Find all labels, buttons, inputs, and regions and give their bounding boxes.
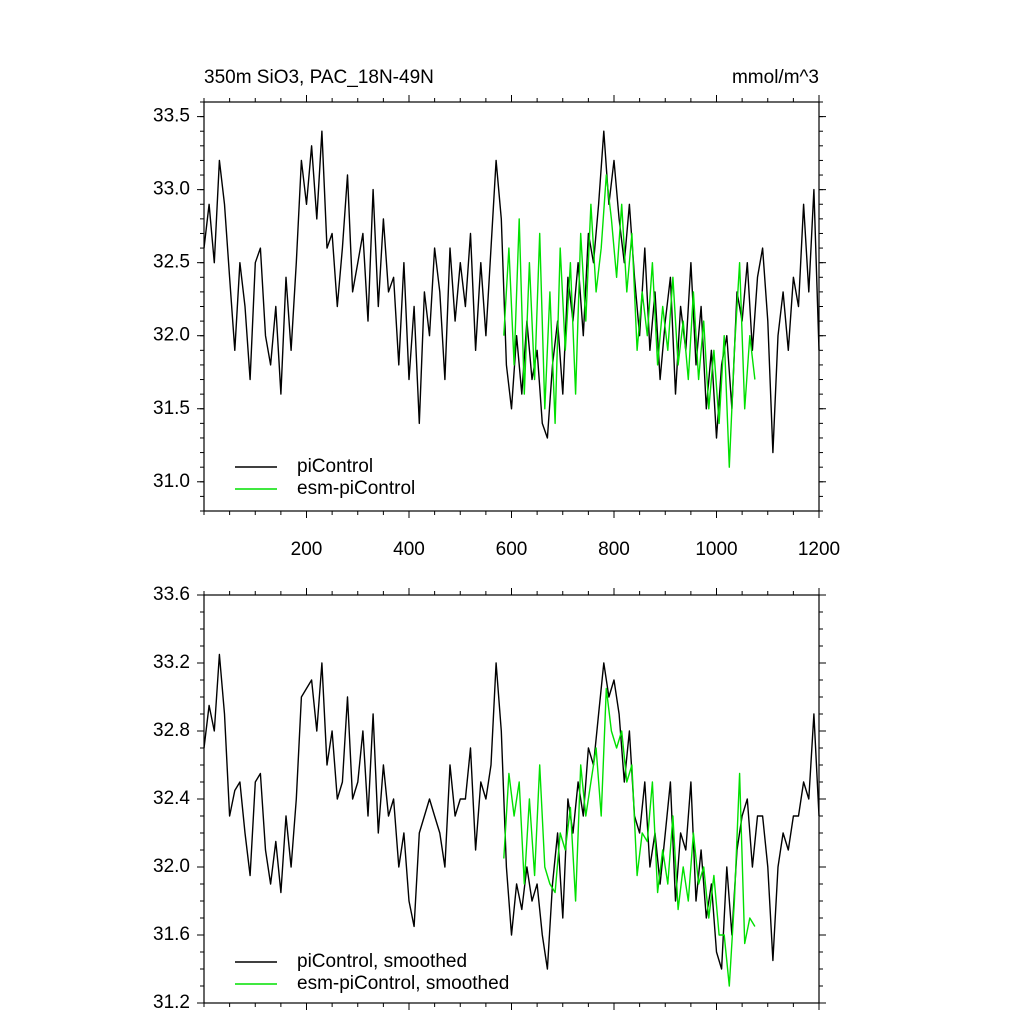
- y-tick-label: 33.2: [153, 652, 190, 673]
- series-line: [203, 653, 820, 970]
- series-line: [503, 687, 756, 987]
- units-label: mmol/m^3: [732, 67, 819, 88]
- y-tick-label: 33.6: [153, 584, 190, 605]
- x-tick-label: 800: [598, 539, 630, 560]
- y-tick-label: 31.5: [153, 398, 190, 419]
- chart-title: 350m SiO3, PAC_18N-49N: [204, 67, 434, 88]
- y-tick-label: 32.0: [153, 856, 190, 877]
- y-tick-label: 32.0: [153, 325, 190, 346]
- y-tick-label: 31.6: [153, 924, 190, 945]
- series-line: [503, 174, 756, 468]
- y-tick-label: 31.0: [153, 471, 190, 492]
- x-tick-label: 600: [496, 539, 528, 560]
- legend-label: piControl: [297, 456, 373, 477]
- legend-label: piControl, smoothed: [297, 951, 467, 972]
- y-tick-label: 33.0: [153, 179, 190, 200]
- legend-label: esm-piControl, smoothed: [297, 973, 509, 994]
- y-tick-label: 32.4: [153, 788, 190, 809]
- x-tick-label: 1000: [695, 539, 737, 560]
- y-tick-label: 32.8: [153, 720, 190, 741]
- legend-label: esm-piControl: [297, 478, 415, 499]
- x-tick-label: 400: [393, 539, 425, 560]
- y-tick-label: 32.5: [153, 252, 190, 273]
- y-tick-label: 31.2: [153, 992, 190, 1013]
- x-tick-label: 200: [291, 539, 323, 560]
- y-tick-label: 33.5: [153, 106, 190, 127]
- series-line: [203, 130, 820, 454]
- x-tick-label: 1200: [798, 539, 840, 560]
